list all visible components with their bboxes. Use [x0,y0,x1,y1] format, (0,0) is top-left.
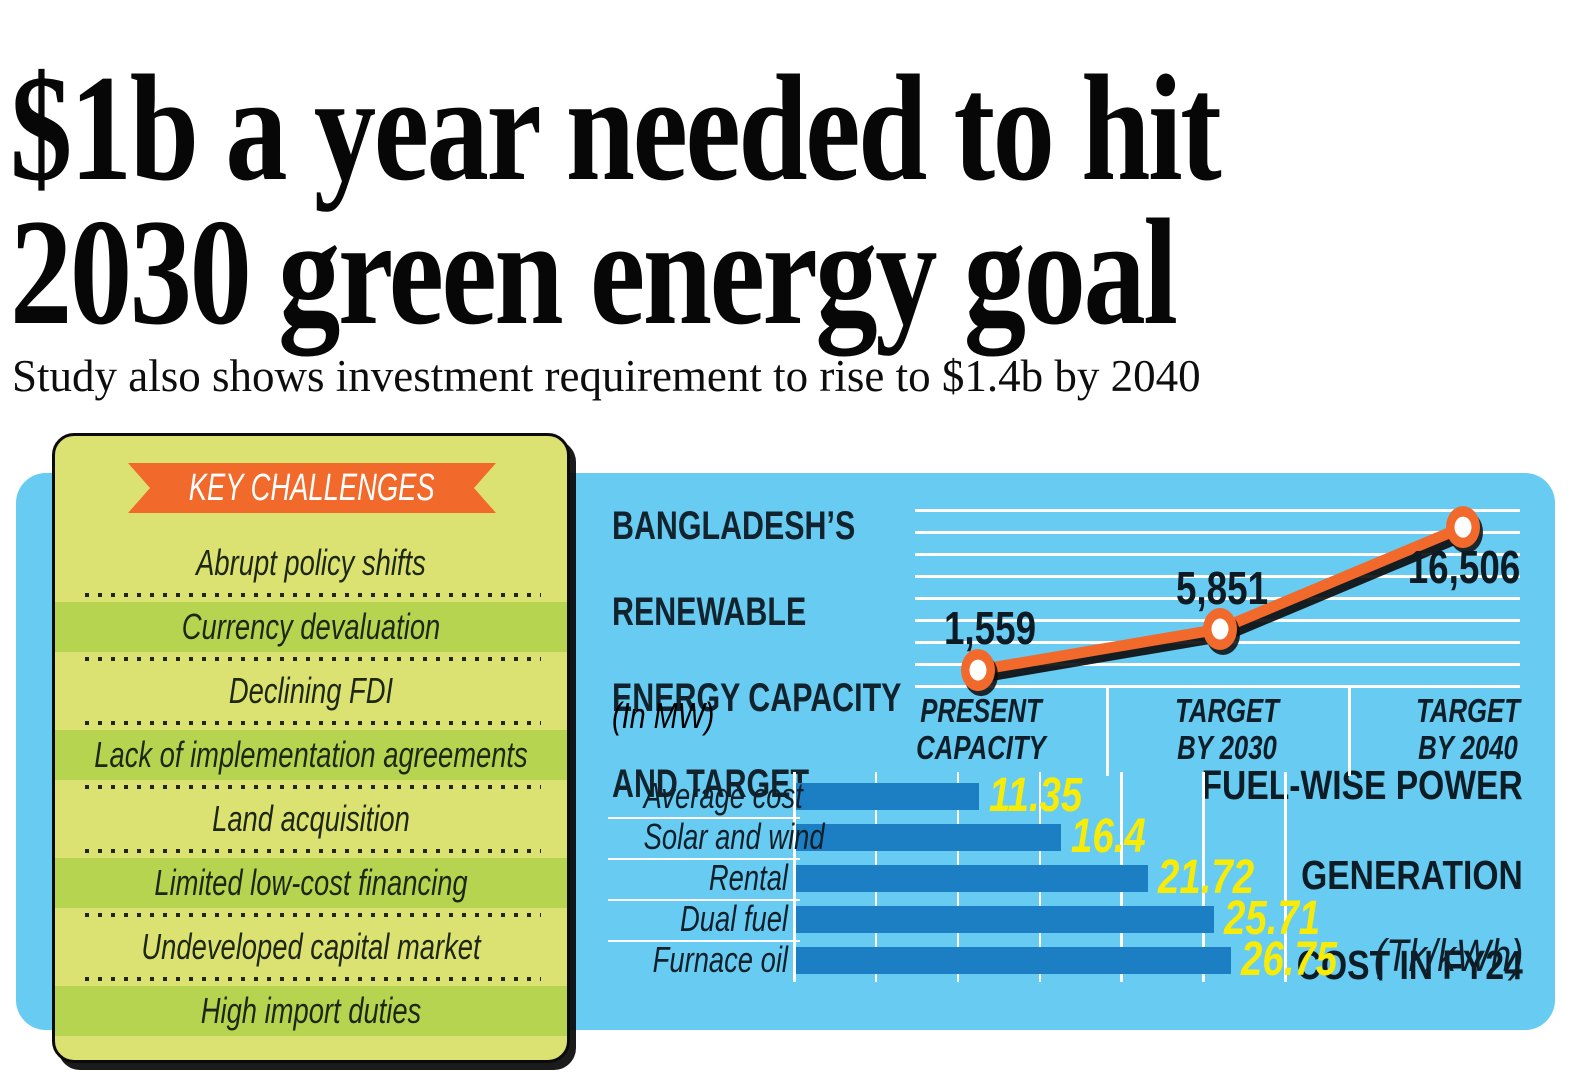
line-chart-series [961,506,1483,697]
line-category-label: TARGET BY 2040 [1416,692,1520,766]
category-separator [1106,688,1109,776]
challenge-item: Declining FDI [55,659,567,725]
challenge-item-label: Currency devaluation [181,606,441,647]
dotted-divider [85,593,541,597]
dotted-divider [85,785,541,789]
bar [796,824,1062,851]
line-chart-gridline [915,663,1520,666]
line-value-label: 5,851 [1175,562,1269,614]
dotted-divider [85,977,541,981]
dotted-divider [85,721,541,725]
line-chart-gridline [915,597,1520,600]
bar-chart-unit-label: (Tk/kWh) [1373,930,1523,981]
subtitle: Study also shows investment requirement … [12,351,1201,401]
bar-category-label: Rental [708,857,788,898]
line-category-label: TARGET BY 2030 [1175,692,1279,766]
line-value-label: 1,559 [943,602,1037,654]
line-chart-title-l1: BANGLADESH’S [612,504,856,548]
challenge-item-label: High import duties [200,990,422,1031]
challenge-item-band [55,602,567,652]
challenge-item-label: Abrupt policy shifts [196,542,426,583]
bar-value-label: 21.72 [1158,851,1255,904]
challenge-item-label: Undeveloped capital market [141,926,481,967]
bar [796,906,1214,933]
challenge-item: Currency devaluation [55,595,567,661]
line-chart-title-l4: AND TARGET [612,762,810,806]
challenge-item-label: Limited low-cost financing [154,862,468,903]
challenge-item-label: Lack of implementation agreements [94,734,528,775]
bar [796,947,1231,974]
line-chart-gridline [915,531,1520,534]
category-separator [1348,688,1351,776]
line-chart-gridline [915,509,1520,512]
bar [796,783,979,810]
bar-chart-gridline [1284,772,1287,982]
headline-line-1: $1b a year needed to hit [10,44,1222,212]
challenge-item-band [55,986,567,1036]
key-challenges-ribbon: KEY CHALLENGES [128,463,496,513]
line-chart-gridline [915,553,1520,556]
bar-label-divider [608,817,800,819]
key-challenges-ribbon-label: KEY CHALLENGES [189,466,435,509]
data-point-center [1211,618,1229,640]
challenge-item: High import duties [55,979,567,1043]
bar-category-label: Dual fuel [680,898,788,939]
bar-chart-gridline [1202,772,1205,982]
dotted-divider [85,849,541,853]
bar-category-label: Solar and wind [643,816,825,857]
bar-chart-title-l1: FUEL-WISE POWER [1201,762,1523,808]
line-chart-gridline [915,575,1520,578]
bar-chart-gridline [793,772,796,982]
line-chart-title: BANGLADESH’S RENEWABLE ENERGY CAPACITY A… [612,505,901,806]
bar-value-label: 16.4 [1071,810,1147,863]
bar-value-label: 25.71 [1223,892,1320,945]
bar-label-divider [608,940,800,942]
line-value-label: 16,506 [1407,541,1521,593]
challenge-item: Limited low-cost financing [55,851,567,917]
challenge-item: Lack of implementation agreements [55,723,567,789]
challenge-item-band [55,730,567,780]
bar-chart-title: FUEL-WISE POWER GENERATION COST IN FY24 [1202,763,1523,988]
bar-chart-title-l3: COST IN FY24 [1296,942,1523,988]
dotted-divider [85,657,541,661]
bar-category-label: Average cost [643,775,803,816]
bar-value-label: 26.75 [1240,933,1337,986]
bar-value-label: 11.35 [988,769,1082,822]
bar-category-label: Furnace oil [652,939,788,980]
bar-label-divider [608,858,800,860]
line-chart-unit-label: (In MW) [612,695,715,736]
challenge-item: Land acquisition [55,787,567,853]
challenge-item-band [55,858,567,908]
headline-line-2: 2030 green energy goal [10,188,1178,356]
challenge-item-label: Land acquisition [212,798,410,839]
challenge-item: Undeveloped capital market [55,915,567,981]
challenge-item-label: Declining FDI [228,670,394,711]
key-challenges-card: KEY CHALLENGES Abrupt policy shifts Curre… [52,433,570,1063]
line-category-label: PRESENT CAPACITY [916,692,1046,766]
dotted-divider [85,913,541,917]
line-chart-title-l2: RENEWABLE [612,590,807,634]
bar-chart-title-l2: GENERATION [1301,852,1523,898]
bar [796,865,1149,892]
challenge-item: Abrupt policy shifts [55,531,567,597]
line-chart-gridline [915,685,1520,688]
key-challenges-list: Abrupt policy shifts Currency devaluation… [55,531,567,1043]
data-point-center [1454,516,1472,538]
bar-label-divider [608,899,800,901]
data-point-center [969,659,987,681]
line-chart-title-l3: ENERGY CAPACITY [612,676,902,720]
